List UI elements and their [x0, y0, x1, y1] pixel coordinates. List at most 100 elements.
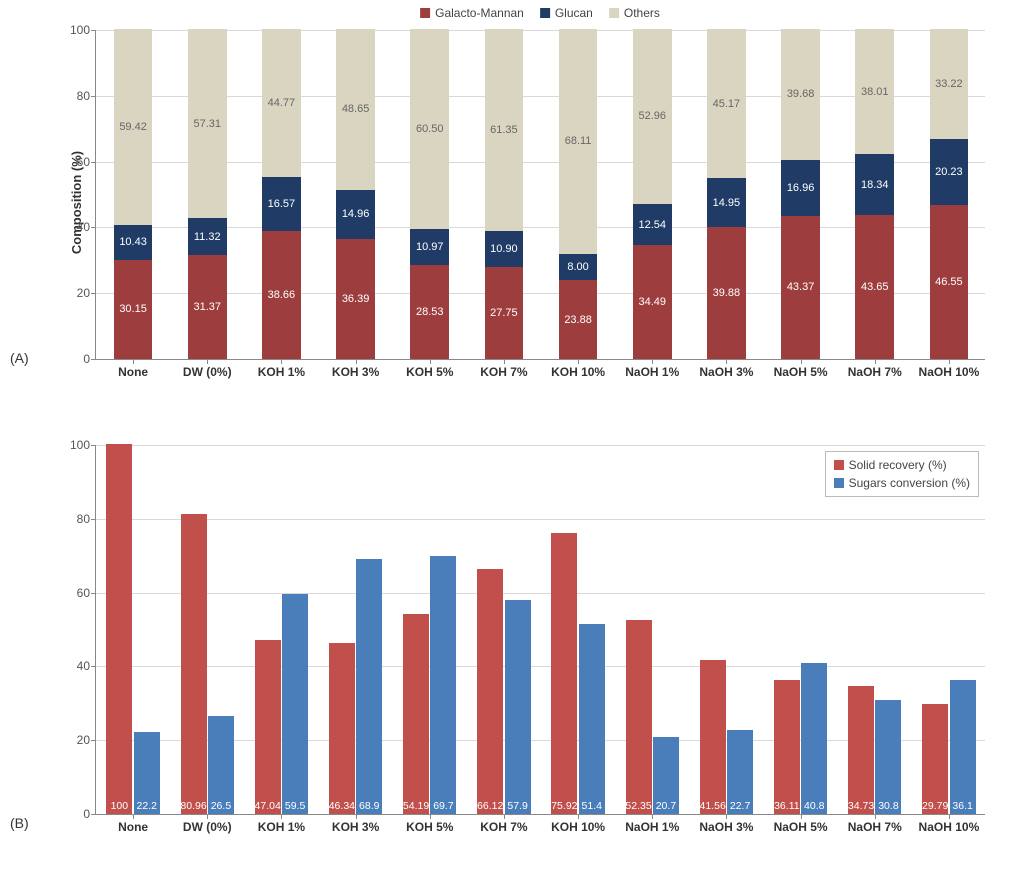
bar-sugars-conversion: 22.7: [727, 730, 753, 814]
legend-swatch: [540, 8, 550, 18]
xtick-mark: [652, 814, 653, 819]
bar-value-label: 30.8: [878, 800, 898, 814]
grouped-bar-pair: 80.96 26.5: [181, 444, 234, 814]
xtick-mark: [875, 814, 876, 819]
bar-segment-galacto-mannan: 30.15: [114, 260, 153, 359]
grouped-bar-pair: 47.0459.5: [255, 444, 308, 814]
bar-value-label: 68.9: [359, 800, 379, 814]
bar-value-label: 40.8: [804, 800, 824, 814]
ytick-mark: [91, 666, 96, 667]
bar-segment-glucan: 14.95: [707, 178, 746, 227]
ytick-mark: [91, 445, 96, 446]
bar-solid-recovery: 36.11: [774, 680, 800, 814]
bar-segment-glucan: 11.32: [188, 218, 227, 255]
bar-segment-galacto-mannan: 39.88: [707, 227, 746, 359]
bar-value-label: 57.9: [507, 800, 527, 814]
bar-sugars-conversion: 40.8: [801, 663, 827, 814]
bar-value-label: 26.5: [211, 800, 231, 814]
bar-segment-glucan: 10.90: [485, 231, 524, 267]
bar-segment-glucan: 12.54: [633, 204, 672, 245]
xtick-mark: [801, 814, 802, 819]
bar-segment-others: 33.22: [930, 29, 969, 139]
ytick-mark: [91, 227, 96, 228]
ytick-mark: [91, 96, 96, 97]
grouped-bar-pair: 41.5622.7: [700, 444, 753, 814]
figure-label-a: (A): [10, 350, 29, 366]
stacked-bar: 31.3711.3257.31: [188, 29, 227, 359]
xtick-mark: [133, 359, 134, 364]
ytick-mark: [91, 740, 96, 741]
grouped-bar-pair: 34.73 30.8: [848, 444, 901, 814]
xtick-mark: [133, 814, 134, 819]
xtick-mark: [652, 359, 653, 364]
xtick-mark: [504, 359, 505, 364]
bar-segment-others: 44.77: [262, 29, 301, 177]
bar-solid-recovery: 100: [106, 444, 132, 814]
xtick-mark: [430, 359, 431, 364]
bar-solid-recovery: 75.92: [551, 533, 577, 814]
bar-value-label: 66.12: [477, 800, 503, 814]
ytick-mark: [91, 814, 96, 815]
stacked-bar: 39.8814.9545.17: [707, 29, 746, 359]
bar-segment-glucan: 20.23: [930, 139, 969, 206]
bar-segment-glucan: 8.00: [559, 254, 598, 280]
bar-solid-recovery: 54.19: [403, 614, 429, 815]
xtick-mark: [801, 359, 802, 364]
xtick-mark: [578, 814, 579, 819]
stacked-bar: 23.888.0068.11: [559, 29, 598, 359]
stacked-bar: 43.3716.9639.68: [781, 29, 820, 359]
ytick-mark: [91, 162, 96, 163]
bar-segment-galacto-mannan: 23.88: [559, 280, 598, 359]
bar-value-label: 54.19: [403, 800, 429, 814]
bar-sugars-conversion: 59.5: [282, 594, 308, 814]
bar-value-label: 29.79: [922, 800, 948, 814]
xtick-mark: [949, 814, 950, 819]
grouped-bar-pair: 52.35 20.7: [626, 444, 679, 814]
chart-b-plot-area: 020406080100NoneDW (0%)KOH 1%KOH 3%KOH 5…: [95, 445, 985, 815]
bar-solid-recovery: 66.12: [477, 569, 503, 814]
bar-solid-recovery: 29.79: [922, 704, 948, 814]
bar-segment-others: 61.35: [485, 29, 524, 231]
bar-segment-galacto-mannan: 31.37: [188, 255, 227, 359]
grouped-bar-pair: 75.9251.4: [551, 444, 604, 814]
ytick-mark: [91, 359, 96, 360]
figure-label-b: (B): [10, 815, 29, 831]
gridline: [96, 227, 985, 228]
grouped-bar-pair: 36.11 40.8: [774, 444, 827, 814]
xtick-mark: [356, 359, 357, 364]
stacked-bar: 27.7510.9061.35: [485, 29, 524, 359]
bar-value-label: 80.96: [180, 800, 206, 814]
bar-segment-others: 52.96: [633, 29, 672, 204]
xtick-mark: [726, 814, 727, 819]
grouped-bar-pair: 46.34 68.9: [329, 444, 382, 814]
bar-sugars-conversion: 26.5: [208, 716, 234, 814]
xtick-mark: [281, 814, 282, 819]
bar-value-label: 46.34: [329, 800, 355, 814]
bar-solid-recovery: 34.73: [848, 686, 874, 815]
gridline: [96, 293, 985, 294]
bar-value-label: 20.7: [656, 800, 676, 814]
chart-a-plot-area: 020406080100NoneDW (0%)KOH 1%KOH 3%KOH 5…: [95, 30, 985, 360]
bar-segment-others: 59.42: [114, 29, 153, 225]
chart-a: Galacto-MannanGlucanOthers Composition (…: [95, 30, 985, 360]
stacked-bar: 28.5310.9760.50: [410, 29, 449, 359]
xtick-mark: [356, 814, 357, 819]
bar-value-label: 41.56: [700, 800, 726, 814]
bar-solid-recovery: 52.35: [626, 620, 652, 814]
grouped-bar-pair: 29.79 36.1: [922, 444, 975, 814]
bar-value-label: 100: [111, 800, 129, 814]
bar-segment-glucan: 10.97: [410, 229, 449, 265]
legend-label: Others: [624, 6, 660, 20]
bar-segment-glucan: 10.43: [114, 225, 153, 259]
legend-swatch: [420, 8, 430, 18]
bar-value-label: 36.11: [774, 800, 800, 814]
bar-solid-recovery: 46.34: [329, 643, 355, 814]
bar-solid-recovery: 80.96: [181, 514, 207, 814]
bar-value-label: 34.73: [848, 800, 874, 814]
legend-swatch: [609, 8, 619, 18]
bar-segment-galacto-mannan: 38.66: [262, 231, 301, 359]
bar-value-label: 36.1: [952, 800, 972, 814]
grouped-bar-pair: 10022.2: [106, 444, 159, 814]
bar-segment-galacto-mannan: 43.65: [855, 215, 894, 359]
stacked-bar: 43.6518.3438.01: [855, 29, 894, 359]
